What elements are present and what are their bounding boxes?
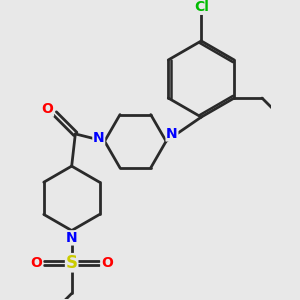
Text: N: N [93, 130, 105, 145]
Text: N: N [66, 231, 77, 245]
Text: S: S [66, 254, 78, 272]
Text: N: N [166, 127, 178, 141]
Text: O: O [42, 102, 53, 116]
Text: O: O [31, 256, 43, 270]
Text: O: O [101, 256, 113, 270]
Text: Cl: Cl [194, 0, 209, 14]
